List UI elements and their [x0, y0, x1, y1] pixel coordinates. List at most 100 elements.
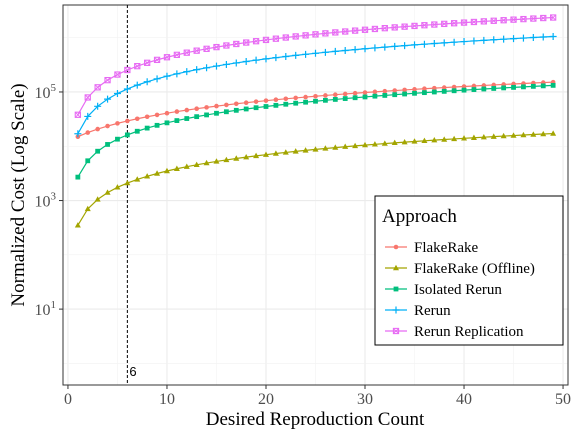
data-point [510, 35, 518, 43]
data-point [529, 34, 537, 42]
legend-title: Approach [382, 206, 457, 227]
data-point [481, 86, 487, 92]
data-point [105, 123, 110, 129]
reference-line-group: 6 [126, 5, 137, 385]
data-point [283, 101, 289, 107]
data-point [422, 86, 427, 92]
data-point [431, 89, 437, 95]
data-point [84, 112, 92, 120]
data-point [332, 144, 339, 150]
data-point-cross [302, 32, 309, 39]
data-point [214, 110, 219, 116]
legend-item: Isolated Rerun [385, 282, 502, 298]
data-point [124, 179, 131, 186]
data-point [173, 51, 181, 59]
data-point [203, 159, 210, 166]
legend-item: FlakeRake (Offline) [385, 261, 535, 277]
data-point-cross [183, 49, 190, 56]
reference-line-label: 6 [129, 364, 136, 379]
data-point-cross [461, 19, 467, 26]
legend-box [374, 195, 564, 346]
data-point-cross [124, 67, 131, 73]
data-point-cross [352, 27, 359, 34]
data-point [183, 68, 191, 76]
data-point [461, 135, 468, 141]
data-point [331, 47, 339, 55]
data-point-cross [223, 42, 230, 49]
data-point [262, 151, 269, 157]
data-point [282, 149, 289, 155]
data-point [342, 143, 349, 149]
data-point [313, 93, 318, 99]
legend-label: FlakeRake [414, 240, 478, 256]
data-point [530, 83, 536, 89]
data-point [401, 23, 408, 30]
data-point-cross [312, 31, 319, 38]
data-point [104, 95, 112, 103]
data-point-cross [74, 111, 81, 118]
data-point-cross [272, 35, 279, 42]
data-point [312, 31, 319, 38]
data-point [421, 22, 428, 29]
data-point-cross [381, 25, 388, 32]
data-point [253, 105, 259, 111]
data-point [480, 133, 487, 140]
data-point [381, 25, 388, 32]
data-point [352, 95, 358, 101]
data-point [133, 81, 141, 89]
data-point [412, 87, 417, 92]
data-point-cross [362, 26, 368, 33]
data-point [154, 122, 160, 128]
data-point-cross [332, 29, 339, 36]
data-point [451, 84, 457, 90]
data-point [302, 32, 309, 39]
data-point [351, 27, 359, 34]
data-point [153, 56, 161, 64]
data-point-cross [510, 16, 517, 23]
data-point [153, 75, 161, 83]
data-point [95, 126, 100, 132]
data-point [144, 125, 150, 131]
data-point-cross [282, 34, 289, 41]
data-point [312, 146, 319, 152]
data-point [342, 28, 349, 35]
data-point-cross [421, 22, 428, 29]
data-point [243, 106, 249, 112]
data-point [490, 133, 497, 139]
data-point-cross [411, 23, 418, 29]
data-point [273, 102, 279, 108]
data-point [362, 94, 368, 100]
data-point [372, 93, 378, 99]
data-point [332, 29, 339, 36]
x-tick-label: 20 [258, 391, 274, 408]
data-point [144, 114, 150, 120]
data-point-cross [173, 51, 180, 58]
data-point [402, 91, 408, 97]
data-point [263, 98, 269, 103]
data-point [471, 83, 477, 89]
data-point [282, 52, 290, 60]
data-point [105, 142, 110, 147]
data-point-cross [144, 59, 151, 66]
data-point [224, 102, 229, 108]
data-point [490, 17, 497, 24]
data-point [85, 130, 91, 135]
data-point [134, 63, 141, 70]
data-point [511, 84, 516, 90]
data-point-cross [134, 63, 141, 70]
data-point [204, 112, 209, 118]
data-point [481, 83, 487, 88]
data-point [272, 35, 280, 42]
plot-panel [62, 4, 569, 386]
data-point [381, 43, 389, 51]
data-point-cross [391, 24, 398, 31]
data-point [262, 36, 270, 44]
data-point [193, 161, 200, 168]
data-point-cross [114, 71, 121, 78]
data-point [430, 40, 438, 48]
data-point [223, 109, 229, 115]
data-point [480, 36, 488, 44]
data-point [104, 189, 111, 195]
data-point-cross [451, 20, 458, 27]
